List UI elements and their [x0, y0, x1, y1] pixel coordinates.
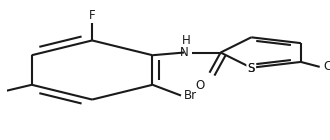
Text: F: F [89, 9, 95, 22]
Text: Br: Br [184, 89, 197, 102]
Text: S: S [248, 62, 255, 75]
Text: Cl: Cl [323, 60, 330, 73]
Text: H: H [182, 34, 190, 47]
Text: O: O [195, 79, 205, 92]
Text: N: N [180, 46, 188, 59]
Text: S: S [248, 62, 255, 75]
Text: S: S [248, 62, 255, 75]
